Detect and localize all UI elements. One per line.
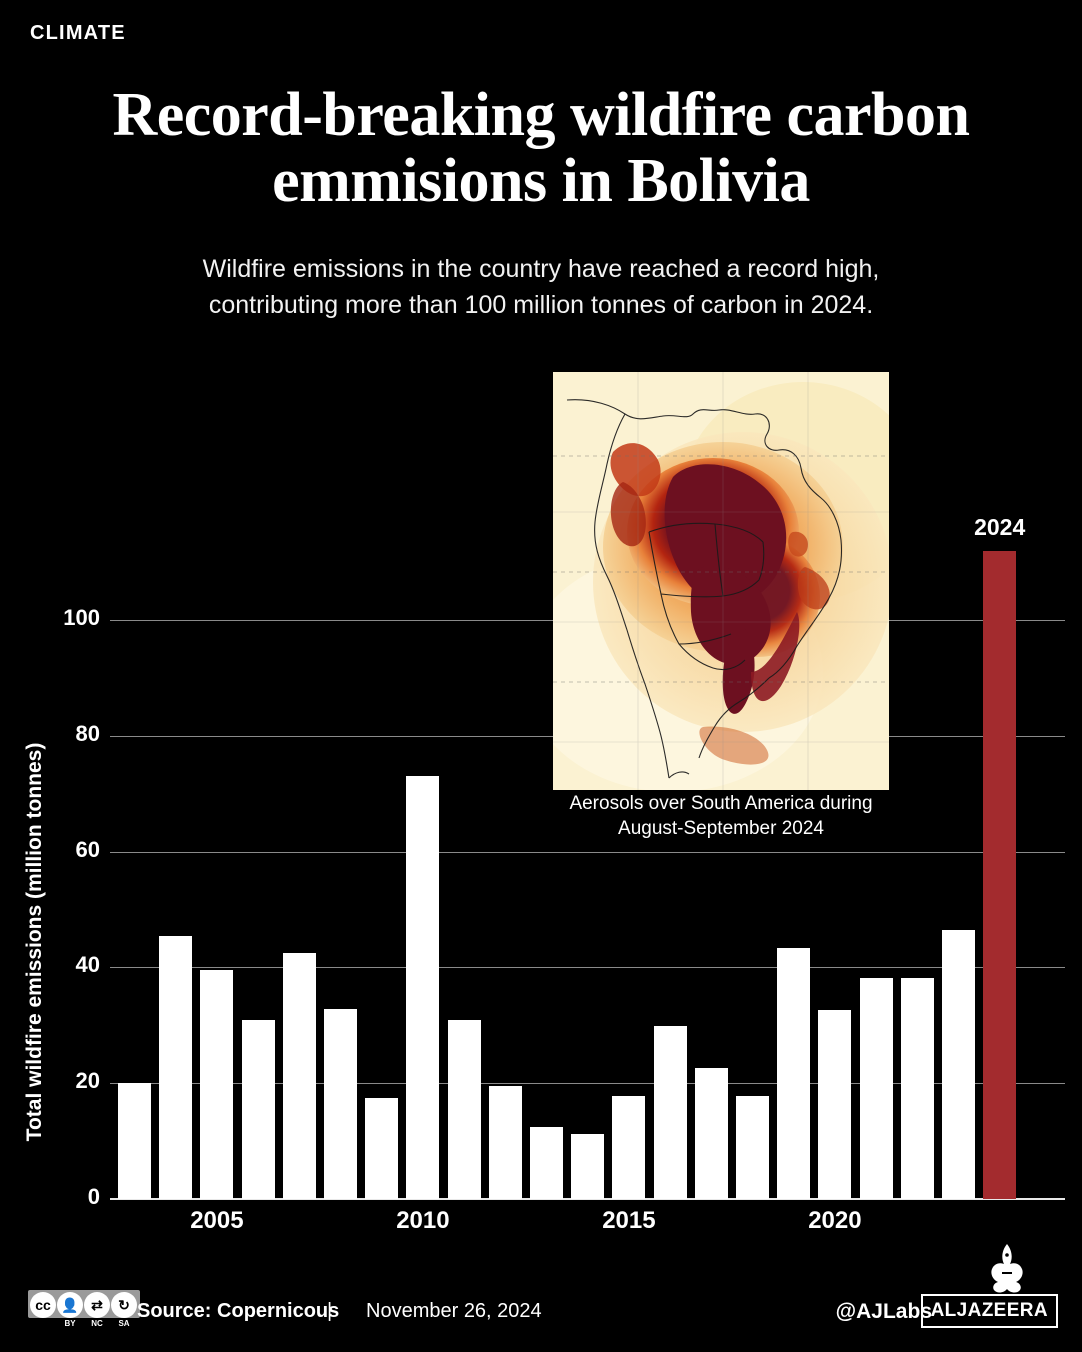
footer-separator: | [327,1300,333,1322]
bar-2007[interactable] [282,952,316,1199]
y-axis-title: Total wildfire emissions (million tonnes… [23,742,46,1142]
cc-by-label: BY [64,1319,76,1328]
footer: cc 👤 BY ⇄ NC ↻ SA Source: Copernicous | … [0,1244,1082,1352]
bar-2003[interactable] [118,1083,151,1199]
cc-by-icon-wrap: 👤 BY [57,1292,84,1328]
bar-2024[interactable]: 2024 [974,514,1025,1199]
bar-2022[interactable] [900,977,934,1199]
y-tick-label-80: 80 [75,720,100,746]
bar-2004[interactable] [159,935,193,1199]
source-name: Copernicous [217,1300,340,1322]
gridline-60 [110,851,1065,853]
headline-line-2: emmisions in Bolivia [272,147,810,216]
bar-2013[interactable] [530,1126,563,1199]
headline-line-1: Record-breaking wildfire carbon [112,81,970,149]
no-commercial-icon: ⇄ [84,1292,110,1318]
bar-2019[interactable] [777,948,811,1199]
cc-icon-wrap: cc [30,1292,57,1318]
kicker-label: CLIMATE [30,22,126,44]
cc-nc-label: NC [91,1319,103,1328]
bar-2016[interactable] [653,1025,687,1199]
subtitle: Wildfire emissions in the country have r… [0,252,1082,323]
subtitle-line-2: contributing more than 100 million tonne… [208,290,874,319]
cc-nc-icon-wrap: ⇄ NC [84,1292,111,1328]
cc-sa-label: SA [118,1319,130,1328]
social-handle[interactable]: @AJLabs [835,1300,932,1323]
aljazeera-calligraphy-logo [991,1244,1023,1293]
publication-date: November 26, 2024 [366,1300,542,1322]
y-tick-label-20: 20 [75,1068,100,1094]
y-tick-label-100: 100 [63,605,100,630]
y-tick-label-40: 40 [75,952,100,978]
plot-area: 2024 [118,499,1062,1199]
map-caption: Aerosols over South America during Augus… [513,792,929,841]
person-icon: 👤 [57,1292,83,1318]
bar-2014[interactable] [571,1134,605,1199]
bar-2018[interactable] [736,1095,769,1199]
bar-2021[interactable] [859,977,893,1199]
cc-sa-icon-wrap: ↻ SA [111,1292,138,1328]
source-label: Source: [137,1300,212,1322]
x-tick-label-2010: 2010 [396,1207,450,1234]
source-attribution: Source: Copernicous [137,1300,339,1323]
x-tick-label-2020: 2020 [808,1207,862,1234]
bar-2012[interactable] [488,1086,522,1199]
gridline-40 [110,967,1065,969]
page-title: Record-breaking wildfire carbon emmision… [0,82,1082,215]
gridline-20 [110,1083,1065,1085]
bar-2009[interactable] [365,1098,399,1199]
bar-2011[interactable] [447,1019,481,1199]
subtitle-line-1: Wildfire emissions in the country have r… [202,255,880,283]
cc-icon: cc [30,1292,56,1318]
x-tick-label-2015: 2015 [602,1207,656,1234]
aerosol-map-image [553,372,889,790]
y-tick-label-0: 0 [87,1184,100,1209]
aljazeera-wordmark: ALJAZEERA [920,1294,1058,1328]
bar-2023[interactable] [942,929,975,1199]
map-caption-line-1: Aerosols over South America during [569,793,873,814]
bar-2005[interactable] [200,970,234,1199]
bar-2010[interactable] [406,776,440,1199]
bar-annotation-2024: 2024 [974,513,1026,540]
bar-2008[interactable] [324,1009,357,1199]
bar-2015[interactable] [612,1095,646,1199]
axis-baseline [110,1198,1065,1200]
x-tick-label-2005: 2005 [190,1207,244,1234]
share-alike-icon: ↻ [111,1292,137,1318]
bar-2006[interactable] [241,1019,275,1199]
y-tick-label-60: 60 [75,836,100,862]
bar-2017[interactable] [694,1067,728,1199]
bar-2020[interactable] [818,1009,852,1199]
creative-commons-license-badge[interactable]: cc 👤 BY ⇄ NC ↻ SA [28,1290,140,1328]
map-caption-line-2: August-September 2024 [618,817,824,839]
